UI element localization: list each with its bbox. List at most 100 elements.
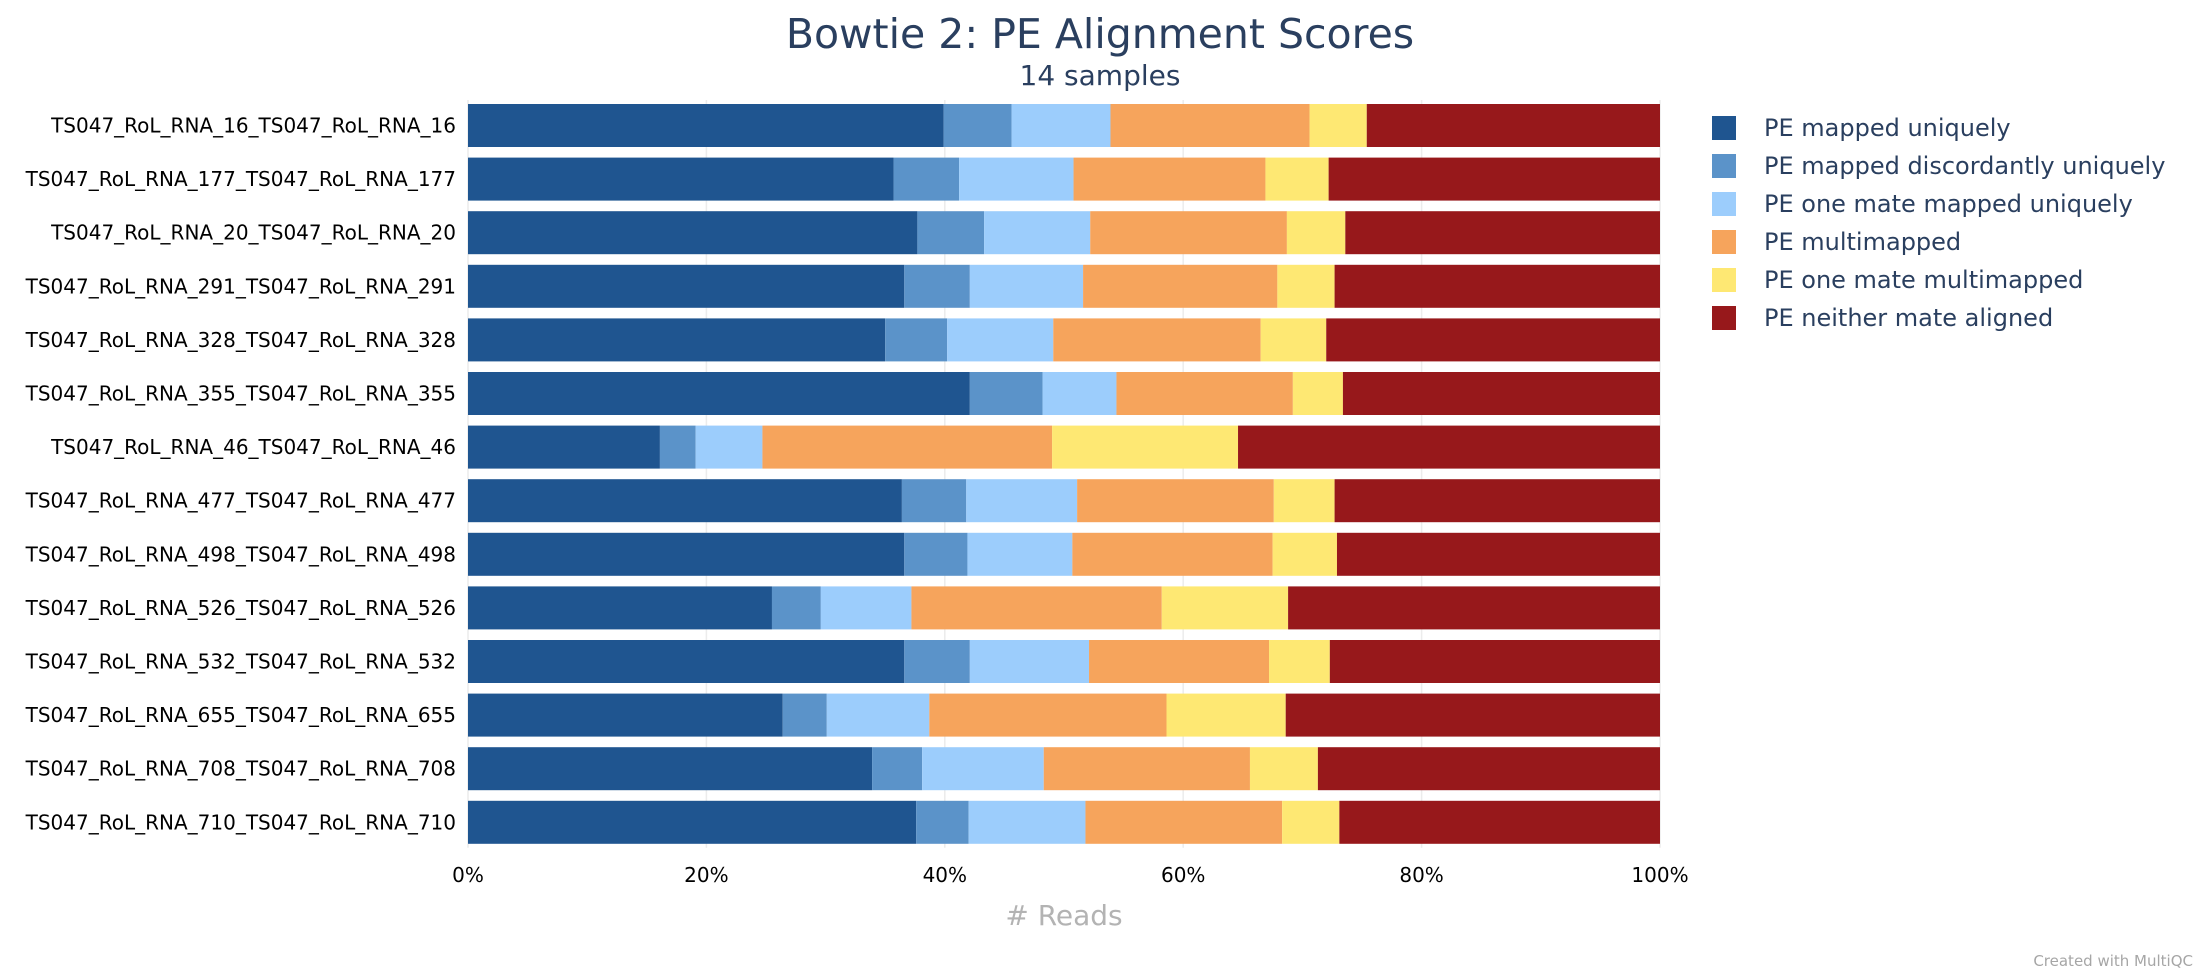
bar-segment-11-1[interactable]: [782, 693, 827, 737]
bar-row-5[interactable]: [468, 372, 1660, 415]
bar-segment-1-3[interactable]: [1073, 157, 1266, 201]
bar-segment-1-2[interactable]: [959, 157, 1074, 201]
bar-row-1[interactable]: [468, 157, 1660, 201]
bar-segment-5-4[interactable]: [1292, 372, 1343, 415]
bar-row-12[interactable]: [468, 747, 1660, 791]
bar-segment-0-3[interactable]: [1110, 104, 1310, 147]
bar-segment-12-0[interactable]: [468, 747, 873, 791]
bar-segment-3-0[interactable]: [468, 264, 905, 308]
bar-segment-2-3[interactable]: [1090, 211, 1287, 255]
bar-segment-11-4[interactable]: [1166, 693, 1286, 737]
bar-segment-4-0[interactable]: [468, 318, 886, 362]
bar-segment-2-0[interactable]: [468, 211, 918, 255]
bar-segment-2-1[interactable]: [917, 211, 985, 255]
bar-segment-13-0[interactable]: [468, 800, 917, 844]
bar-segment-3-1[interactable]: [904, 264, 970, 308]
bar-segment-5-5[interactable]: [1342, 372, 1660, 415]
bar-segment-8-4[interactable]: [1272, 532, 1337, 576]
bar-row-4[interactable]: [468, 318, 1660, 362]
bar-segment-3-3[interactable]: [1083, 264, 1278, 308]
bar-segment-10-0[interactable]: [468, 640, 905, 683]
bar-segment-7-4[interactable]: [1273, 479, 1335, 523]
bar-segment-10-4[interactable]: [1269, 640, 1330, 683]
bar-segment-4-3[interactable]: [1053, 318, 1261, 362]
bar-segment-13-5[interactable]: [1339, 800, 1660, 844]
bar-segment-6-5[interactable]: [1238, 425, 1660, 469]
bar-segment-0-2[interactable]: [1011, 104, 1111, 147]
bar-segment-3-2[interactable]: [969, 264, 1084, 308]
bar-segment-9-2[interactable]: [820, 586, 912, 630]
bar-segment-5-1[interactable]: [969, 372, 1043, 415]
bar-segment-8-2[interactable]: [967, 532, 1073, 576]
bar-segment-4-2[interactable]: [947, 318, 1054, 362]
bar-row-6[interactable]: [468, 425, 1660, 469]
bar-segment-13-4[interactable]: [1282, 800, 1340, 844]
legend-item-0[interactable]: PE mapped uniquely: [1712, 114, 2011, 142]
bar-segment-9-1[interactable]: [771, 586, 821, 630]
legend-item-5[interactable]: PE neither mate aligned: [1712, 304, 2053, 332]
legend-item-4[interactable]: PE one mate multimapped: [1712, 266, 2083, 294]
bar-segment-10-2[interactable]: [969, 640, 1090, 683]
legend-item-1[interactable]: PE mapped discordantly uniquely: [1712, 152, 2165, 180]
bar-row-9[interactable]: [468, 586, 1660, 630]
bar-segment-7-1[interactable]: [901, 479, 967, 523]
bar-segment-10-1[interactable]: [904, 640, 970, 683]
bar-segment-9-5[interactable]: [1288, 586, 1660, 630]
bar-segment-12-3[interactable]: [1043, 747, 1250, 791]
bar-segment-6-2[interactable]: [695, 425, 763, 469]
bar-segment-11-0[interactable]: [468, 693, 783, 737]
bar-segment-5-3[interactable]: [1116, 372, 1293, 415]
bar-segment-6-4[interactable]: [1052, 425, 1239, 469]
bar-segment-1-0[interactable]: [468, 157, 894, 201]
bar-segment-12-1[interactable]: [872, 747, 923, 791]
bar-segment-7-2[interactable]: [966, 479, 1078, 523]
bar-row-2[interactable]: [468, 211, 1660, 255]
bar-row-0[interactable]: [468, 104, 1660, 147]
bar-segment-5-0[interactable]: [468, 372, 970, 415]
legend[interactable]: PE mapped uniquely PE mapped discordantly…: [1712, 114, 2165, 332]
bar-segment-8-0[interactable]: [468, 532, 905, 576]
bar-segment-0-5[interactable]: [1366, 104, 1660, 147]
bar-segment-5-2[interactable]: [1042, 372, 1117, 415]
bar-segment-8-5[interactable]: [1336, 532, 1660, 576]
bar-row-13[interactable]: [468, 800, 1660, 844]
bar-segment-11-3[interactable]: [929, 693, 1167, 737]
bar-segment-13-3[interactable]: [1085, 800, 1283, 844]
bar-segment-6-3[interactable]: [762, 425, 1053, 469]
bar-segment-8-3[interactable]: [1072, 532, 1273, 576]
bar-segment-9-4[interactable]: [1161, 586, 1289, 630]
legend-item-2[interactable]: PE one mate mapped uniquely: [1712, 190, 2133, 218]
bar-segment-3-4[interactable]: [1277, 264, 1335, 308]
bar-segment-1-4[interactable]: [1265, 157, 1329, 201]
bar-segment-7-5[interactable]: [1334, 479, 1660, 523]
bar-segment-0-0[interactable]: [468, 104, 944, 147]
bar-segment-0-4[interactable]: [1309, 104, 1367, 147]
bar-segment-2-2[interactable]: [984, 211, 1091, 255]
bar-segment-12-5[interactable]: [1317, 747, 1660, 791]
bar-segment-4-5[interactable]: [1326, 318, 1660, 362]
bar-row-7[interactable]: [468, 479, 1660, 523]
bar-segment-1-1[interactable]: [893, 157, 960, 201]
bar-row-3[interactable]: [468, 264, 1660, 308]
bar-segment-10-5[interactable]: [1329, 640, 1660, 683]
bar-segment-7-3[interactable]: [1077, 479, 1274, 523]
bar-segment-10-3[interactable]: [1089, 640, 1270, 683]
bar-row-11[interactable]: [468, 693, 1660, 737]
bar-segment-1-5[interactable]: [1328, 157, 1660, 201]
bar-segment-3-5[interactable]: [1334, 264, 1660, 308]
bar-segment-9-3[interactable]: [911, 586, 1162, 630]
bar-segment-13-2[interactable]: [968, 800, 1086, 844]
bar-segment-13-1[interactable]: [916, 800, 969, 844]
bar-row-10[interactable]: [468, 640, 1660, 683]
bar-segment-4-4[interactable]: [1260, 318, 1327, 362]
bar-row-8[interactable]: [468, 532, 1660, 576]
bar-segment-8-1[interactable]: [904, 532, 968, 576]
legend-item-3[interactable]: PE multimapped: [1712, 228, 1961, 256]
bar-segment-0-1[interactable]: [943, 104, 1012, 147]
bar-segment-11-2[interactable]: [826, 693, 930, 737]
bar-segment-11-5[interactable]: [1285, 693, 1660, 737]
bar-segment-6-0[interactable]: [468, 425, 660, 469]
bar-segment-7-0[interactable]: [468, 479, 902, 523]
bar-segment-2-4[interactable]: [1286, 211, 1346, 255]
bar-segment-2-5[interactable]: [1345, 211, 1660, 255]
